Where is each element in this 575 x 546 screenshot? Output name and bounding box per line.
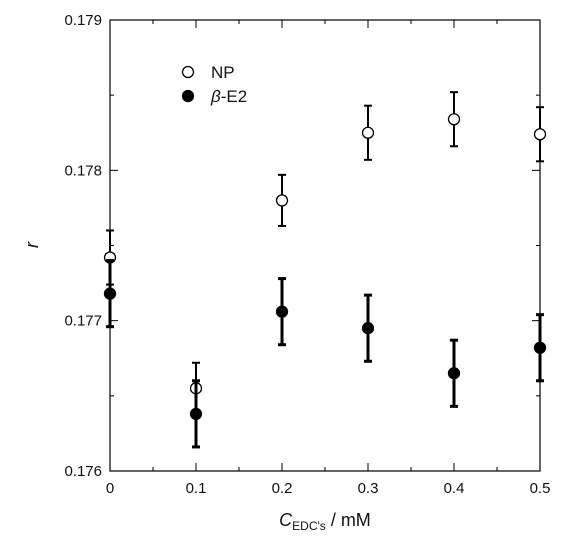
point-e2 [361, 322, 375, 335]
point-e2 [533, 341, 547, 354]
legend-label-e2: β-E2 [210, 87, 247, 106]
tick-labels: 0 0.1 0.2 0.3 0.4 0.5 0.176 0.177 0.178 0.179 [64, 12, 550, 497]
x-tick-label: 0.1 [186, 480, 207, 497]
y-tick-label: 0.178 [64, 162, 102, 179]
point-np [533, 128, 547, 141]
plot-frame [109, 19, 541, 472]
y-tick-label: 0.177 [64, 313, 102, 330]
y-axis-label: r [22, 241, 42, 248]
x-axis-label-unit: / mM [326, 510, 371, 530]
x-tick-label: 0.4 [444, 480, 465, 497]
legend-label-e2-suffix: -E2 [221, 87, 247, 106]
y-tick-label: 0.179 [64, 12, 102, 29]
point-np [361, 126, 375, 139]
point-e2 [275, 305, 289, 318]
point-e2 [189, 407, 203, 421]
point-np [275, 194, 289, 207]
point-np [447, 113, 461, 126]
ticks [109, 19, 541, 472]
x-tick-label: 0 [106, 480, 114, 497]
x-axis-label-main: C [279, 510, 293, 530]
x-tick-label: 0.3 [358, 480, 379, 497]
legend: NP β-E2 [181, 63, 247, 106]
legend-marker-np [181, 65, 195, 79]
x-tick-label: 0.5 [530, 480, 551, 497]
point-e2 [103, 287, 117, 300]
legend-label-e2-prefix: β [210, 87, 221, 106]
x-axis-label-subscript: EDC's [292, 519, 326, 533]
x-tick-label: 0.2 [272, 480, 293, 497]
point-e2 [447, 367, 461, 380]
legend-marker-e2 [181, 89, 195, 103]
legend-label-np: NP [211, 63, 235, 82]
x-axis-label: CEDC's / mM [279, 510, 371, 533]
y-tick-label: 0.176 [64, 463, 102, 480]
marks [103, 91, 547, 449]
